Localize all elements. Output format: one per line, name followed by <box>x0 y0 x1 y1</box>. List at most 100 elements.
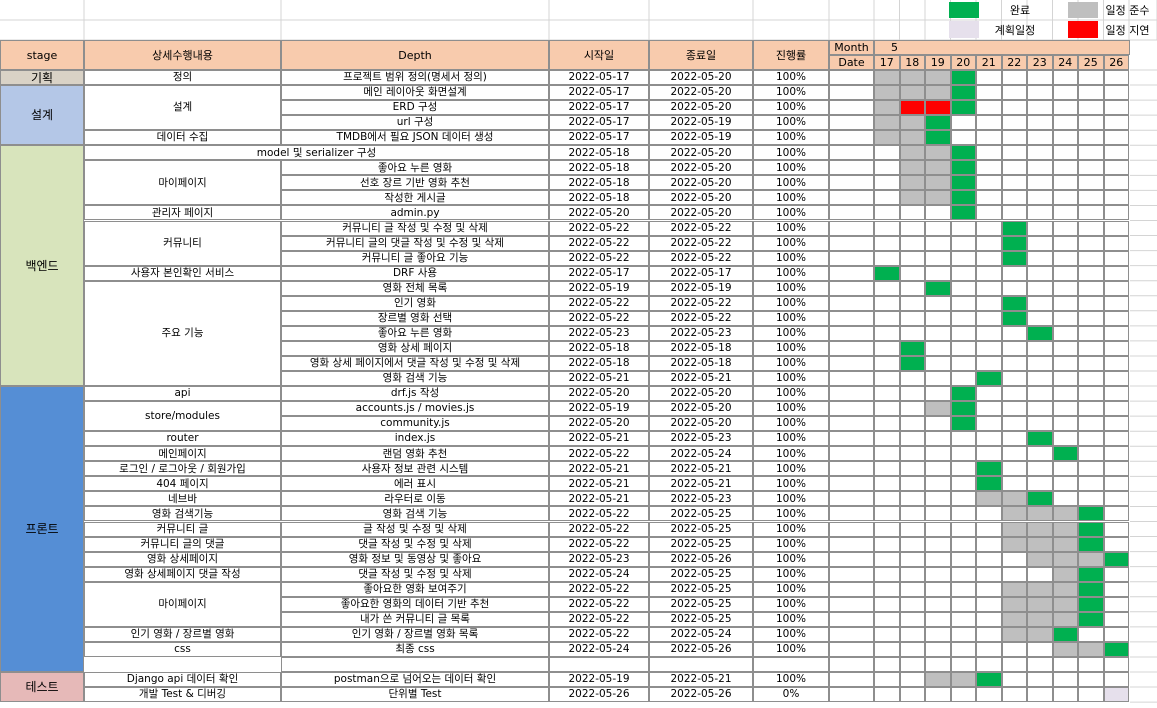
progress-cell[interactable]: 100% <box>753 611 829 627</box>
gantt-cell[interactable] <box>1078 325 1104 341</box>
gantt-cell[interactable] <box>976 310 1002 326</box>
gantt-cell[interactable] <box>976 641 1002 657</box>
gantt-cell[interactable] <box>925 401 951 417</box>
gantt-cell[interactable] <box>1052 596 1078 612</box>
end-cell[interactable]: 2022-05-25 <box>649 596 753 612</box>
gantt-cell[interactable] <box>874 190 900 206</box>
gantt-cell[interactable] <box>874 310 900 326</box>
gantt-cell[interactable] <box>1078 190 1104 206</box>
gantt-cell[interactable] <box>899 85 925 101</box>
gantt-cell[interactable] <box>1001 551 1027 567</box>
start-cell[interactable]: 2022-05-17 <box>549 85 649 101</box>
gantt-cell[interactable] <box>899 551 925 567</box>
depth-cell[interactable]: 글 작성 및 수정 및 삭제 <box>281 521 549 537</box>
progress-cell[interactable]: 100% <box>753 235 829 251</box>
gantt-cell[interactable] <box>1078 401 1104 417</box>
gantt-cell[interactable] <box>1001 340 1027 356</box>
gantt-cell[interactable] <box>1078 656 1104 672</box>
gantt-cell[interactable] <box>874 295 900 311</box>
depth-cell[interactable]: 라우터로 이동 <box>281 491 549 507</box>
gantt-cell[interactable] <box>950 461 976 477</box>
end-cell[interactable]: 2022-05-20 <box>649 401 753 417</box>
gantt-cell[interactable] <box>1027 461 1053 477</box>
start-cell[interactable]: 2022-05-23 <box>549 325 649 341</box>
depth-cell[interactable]: accounts.js / movies.js <box>281 401 549 417</box>
gantt-cell[interactable] <box>950 687 976 703</box>
gantt-cell[interactable] <box>925 235 951 251</box>
gantt-cell[interactable] <box>1103 175 1129 191</box>
task-group[interactable]: 설계 <box>84 85 281 131</box>
gantt-cell[interactable] <box>1103 446 1129 462</box>
task-group[interactable]: 관리자 페이지 <box>84 205 281 221</box>
gantt-cell[interactable] <box>976 280 1002 296</box>
end-cell[interactable]: 2022-05-20 <box>649 175 753 191</box>
gantt-cell[interactable] <box>950 672 976 688</box>
depth-cell[interactable]: 좋아요한 영화의 데이터 기반 추천 <box>281 596 549 612</box>
gantt-cell[interactable] <box>874 325 900 341</box>
depth-cell[interactable]: postman으로 넘어오는 데이터 확인 <box>281 672 549 688</box>
day-17[interactable]: 17 <box>874 55 900 70</box>
gantt-cell[interactable] <box>950 656 976 672</box>
gantt-cell[interactable] <box>1001 310 1027 326</box>
gantt-cell[interactable] <box>874 235 900 251</box>
gantt-cell[interactable] <box>899 130 925 146</box>
depth-cell[interactable]: 선호 장르 기반 영화 추천 <box>281 175 549 191</box>
gantt-cell[interactable] <box>874 446 900 462</box>
gantt-cell[interactable] <box>1103 641 1129 657</box>
end-cell[interactable]: 2022-05-20 <box>649 100 753 116</box>
gantt-cell[interactable] <box>899 476 925 492</box>
progress-cell[interactable]: 100% <box>753 355 829 371</box>
gantt-cell[interactable] <box>1103 280 1129 296</box>
gantt-cell[interactable] <box>925 130 951 146</box>
depth-cell[interactable]: 좋아요한 영화 보여주기 <box>281 581 549 597</box>
gantt-cell[interactable] <box>925 581 951 597</box>
gantt-cell[interactable] <box>1103 235 1129 251</box>
progress-cell[interactable]: 100% <box>753 371 829 387</box>
end-cell[interactable]: 2022-05-19 <box>649 130 753 146</box>
gantt-cell[interactable] <box>1078 115 1104 131</box>
gantt-cell[interactable] <box>950 506 976 522</box>
end-cell[interactable]: 2022-05-25 <box>649 581 753 597</box>
gantt-cell[interactable] <box>976 446 1002 462</box>
start-cell[interactable]: 2022-05-22 <box>549 295 649 311</box>
gantt-cell[interactable] <box>1052 687 1078 703</box>
end-cell[interactable]: 2022-05-19 <box>649 280 753 296</box>
gantt-cell[interactable] <box>925 115 951 131</box>
gantt-cell[interactable] <box>1001 355 1027 371</box>
gantt-cell[interactable] <box>1103 566 1129 582</box>
progress-cell[interactable]: 100% <box>753 160 829 176</box>
gantt-cell[interactable] <box>925 85 951 101</box>
gantt-cell[interactable] <box>1052 386 1078 402</box>
progress-cell[interactable]: 100% <box>753 386 829 402</box>
gantt-cell[interactable] <box>1001 581 1027 597</box>
gantt-cell[interactable] <box>1027 355 1053 371</box>
gantt-cell[interactable] <box>1052 491 1078 507</box>
gantt-cell[interactable] <box>1103 461 1129 477</box>
depth-cell[interactable]: community.js <box>281 416 549 432</box>
end-cell[interactable]: 2022-05-24 <box>649 446 753 462</box>
gantt-cell[interactable] <box>925 596 951 612</box>
progress-cell[interactable]: 100% <box>753 401 829 417</box>
gantt-cell[interactable] <box>1027 310 1053 326</box>
end-cell[interactable]: 2022-05-22 <box>649 295 753 311</box>
gantt-cell[interactable] <box>976 220 1002 236</box>
gantt-cell[interactable] <box>1001 386 1027 402</box>
start-cell[interactable]: 2022-05-19 <box>549 401 649 417</box>
start-cell[interactable]: 2022-05-21 <box>549 461 649 477</box>
depth-cell[interactable]: 댓글 작성 및 수정 및 삭제 <box>281 536 549 552</box>
gantt-cell[interactable] <box>874 551 900 567</box>
gantt-cell[interactable] <box>950 596 976 612</box>
gantt-cell[interactable] <box>950 566 976 582</box>
gantt-cell[interactable] <box>976 85 1002 101</box>
end-cell[interactable]: 2022-05-20 <box>649 190 753 206</box>
gantt-cell[interactable] <box>874 506 900 522</box>
gantt-cell[interactable] <box>1052 641 1078 657</box>
task-wide[interactable]: model 및 serializer 구성 <box>84 145 549 161</box>
gantt-cell[interactable] <box>874 611 900 627</box>
gantt-cell[interactable] <box>899 672 925 688</box>
gantt-cell[interactable] <box>1052 431 1078 447</box>
gantt-cell[interactable] <box>925 641 951 657</box>
gantt-cell[interactable] <box>950 340 976 356</box>
gantt-cell[interactable] <box>925 386 951 402</box>
day-24[interactable]: 24 <box>1052 55 1078 70</box>
